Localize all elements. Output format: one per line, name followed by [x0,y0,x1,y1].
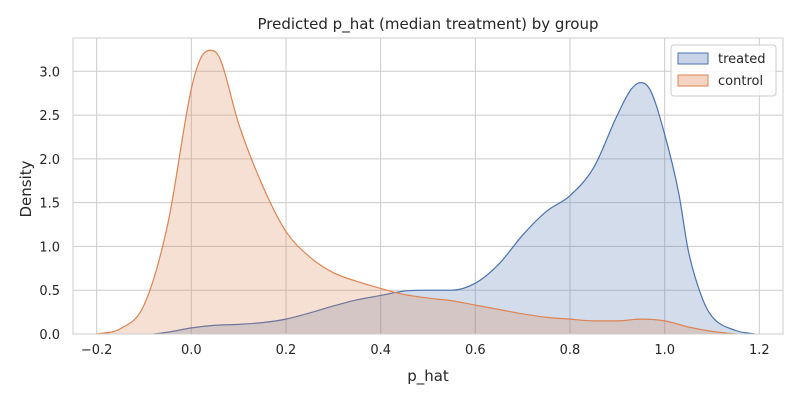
plot-frame [72,37,784,335]
x-tick-label: 0.8 [560,343,581,358]
y-tick-label: 2.0 [39,153,60,168]
legend: treated control [670,44,777,97]
x-axis-label: p_hat [407,367,449,386]
y-tick-label: 2.5 [39,109,60,124]
y-tick-label: 1.5 [39,197,60,212]
x-tick-label: 0.6 [465,343,486,358]
x-tick-label: 0.4 [370,343,391,358]
treated-density-line [153,82,755,335]
x-tick-label: 1.0 [654,343,675,358]
legend-label-treated: treated [718,52,765,67]
gridlines [73,38,783,335]
chart-title: Predicted p_hat (median treatment) by gr… [257,15,598,34]
x-tick-label: 1.2 [749,343,770,358]
y-axis-label: Density [17,160,35,217]
control-density-line [96,49,736,335]
legend-swatch-control [677,74,709,87]
legend-label-control: control [718,74,763,89]
y-tick-label: 0.0 [39,328,60,343]
x-tick-label: 0.2 [276,343,297,358]
y-tick-label: 0.5 [39,284,60,299]
x-tick-labels: −0.2 0.0 0.2 0.4 0.6 0.8 1.0 1.2 [81,343,770,358]
x-tick-label: 0.0 [181,343,202,358]
density-areas [96,49,755,335]
control-density-fill [96,50,736,334]
y-tick-labels: 0.0 0.5 1.0 1.5 2.0 2.5 3.0 [39,65,60,343]
x-tick-label: −0.2 [81,343,113,358]
y-tick-label: 3.0 [39,65,60,80]
legend-swatch-treated [677,52,709,65]
y-tick-label: 1.0 [39,240,60,255]
